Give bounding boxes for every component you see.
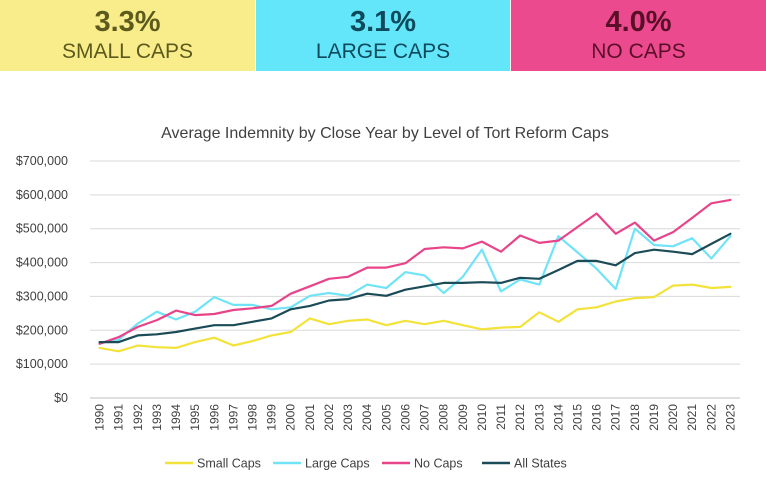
stat-small-caps-label: SMALL CAPS bbox=[61, 40, 194, 63]
y-tick-label: $200,000 bbox=[16, 323, 68, 337]
stat-small-caps-value: 3.3% bbox=[94, 6, 161, 38]
x-axis-labels: 1990 1991 1992 1993 1994 1995 1996 1997 1998 1999… bbox=[93, 404, 738, 431]
legend-label-no-caps: No Caps bbox=[414, 457, 463, 471]
x-tick-label: 2014 bbox=[551, 404, 565, 431]
x-tick-label: 1996 bbox=[207, 404, 221, 431]
stat-no-caps: 4.0% NO CAPS bbox=[510, 0, 766, 71]
stat-banner: 3.3% SMALL CAPS 3.1% LARGE CAPS 4.0% NO … bbox=[0, 0, 766, 71]
x-tick-label: 2006 bbox=[398, 404, 412, 431]
grid-lines bbox=[90, 160, 740, 399]
x-tick-label: 2021 bbox=[685, 404, 699, 431]
series-line-all-states bbox=[98, 232, 732, 344]
x-tick-label: 1991 bbox=[112, 404, 126, 431]
y-tick-label: $100,000 bbox=[16, 357, 68, 371]
legend: Small Caps Large Caps No Caps All States bbox=[165, 457, 567, 471]
y-axis-labels: $0 $100,000 $200,000 $300,000 $400,000 $500,0… bbox=[16, 154, 68, 405]
x-tick-label: 2007 bbox=[418, 404, 432, 431]
legend-label-all-states: All States bbox=[514, 457, 567, 471]
x-tick-label: 1998 bbox=[246, 404, 260, 431]
series-line-no-caps bbox=[98, 198, 732, 345]
stat-large-caps-value: 3.1% bbox=[349, 6, 417, 38]
y-tick-label: $600,000 bbox=[16, 188, 68, 202]
series-line-small-caps bbox=[98, 283, 732, 353]
y-tick-label: $0 bbox=[54, 391, 68, 405]
x-tick-label: 2010 bbox=[475, 404, 489, 431]
x-tick-label: 2011 bbox=[494, 404, 508, 430]
x-tick-label: 2017 bbox=[609, 404, 623, 431]
y-tick-label: $700,000 bbox=[16, 154, 68, 168]
x-tick-label: 2000 bbox=[284, 404, 298, 431]
stat-large-caps-label: LARGE CAPS bbox=[315, 40, 451, 63]
x-tick-label: 1993 bbox=[150, 404, 164, 431]
x-tick-label: 1999 bbox=[265, 404, 279, 431]
series-lines bbox=[98, 198, 732, 353]
x-tick-label: 2005 bbox=[379, 404, 393, 431]
y-tick-label: $500,000 bbox=[16, 222, 68, 236]
x-tick-label: 2009 bbox=[456, 404, 470, 431]
x-tick-label: 2015 bbox=[571, 404, 585, 431]
x-tick-label: 2020 bbox=[666, 404, 680, 431]
x-tick-label: 2012 bbox=[513, 404, 527, 431]
stat-large-caps: 3.1% LARGE CAPS bbox=[255, 0, 510, 71]
stat-small-caps: 3.3% SMALL CAPS bbox=[0, 0, 255, 71]
x-tick-label: 1997 bbox=[226, 404, 240, 431]
x-tick-label: 2013 bbox=[532, 404, 546, 431]
x-tick-label: 2019 bbox=[647, 404, 661, 431]
x-tick-label: 2008 bbox=[437, 404, 451, 431]
x-tick-label: 1992 bbox=[131, 404, 145, 431]
legend-label-small-caps: Small Caps bbox=[197, 457, 261, 471]
x-tick-label: 2003 bbox=[341, 404, 355, 431]
x-tick-label: 2002 bbox=[322, 404, 336, 431]
chart-title: Average Indemnity by Close Year by Level… bbox=[161, 125, 609, 142]
x-tick-label: 2001 bbox=[303, 404, 317, 431]
series-line-large-caps bbox=[98, 227, 732, 345]
stat-no-caps-value: 4.0% bbox=[605, 6, 672, 38]
x-tick-label: 2016 bbox=[590, 404, 604, 431]
y-tick-label: $400,000 bbox=[16, 256, 68, 270]
stat-no-caps-label: NO CAPS bbox=[591, 40, 686, 63]
y-tick-label: $300,000 bbox=[16, 289, 68, 303]
x-tick-label: 2018 bbox=[628, 404, 642, 431]
x-tick-label: 1990 bbox=[93, 404, 107, 431]
x-tick-label: 2022 bbox=[704, 404, 718, 431]
x-tick-label: 2004 bbox=[360, 404, 374, 431]
x-tick-label: 2023 bbox=[723, 404, 737, 431]
x-tick-label: 1995 bbox=[188, 404, 202, 431]
legend-label-large-caps: Large Caps bbox=[305, 457, 370, 471]
x-tick-label: 1994 bbox=[169, 404, 183, 431]
